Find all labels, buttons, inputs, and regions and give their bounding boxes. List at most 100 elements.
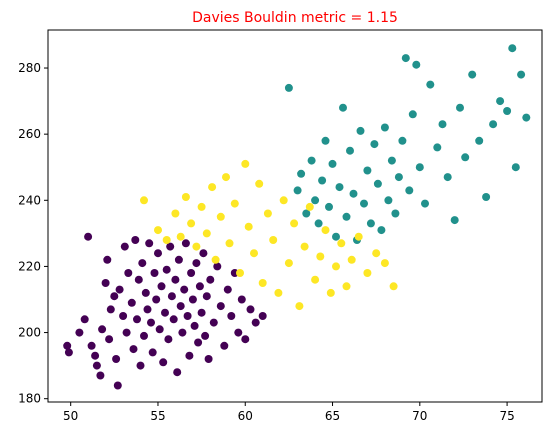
scatter-point [80, 315, 89, 324]
scatter-point [197, 308, 206, 317]
scatter-point [110, 292, 119, 301]
scatter-point [211, 255, 220, 264]
scatter-point [380, 259, 389, 268]
scatter-point [187, 269, 196, 277]
scatter-point [225, 239, 234, 248]
scatter-point [311, 196, 320, 205]
scatter-point [131, 236, 140, 244]
scatter-point [263, 209, 272, 218]
y-tick-label: 280 [18, 61, 41, 75]
scatter-point [127, 298, 136, 307]
scatter-point [372, 249, 381, 258]
scatter-point [373, 179, 382, 188]
scatter-point [305, 202, 314, 211]
scatter-point [284, 259, 293, 268]
scatter-point [347, 255, 356, 264]
scatter-point [461, 153, 470, 162]
scatter-point [284, 83, 293, 92]
scatter-point [115, 285, 124, 294]
scatter-point [192, 242, 201, 251]
scatter-point [380, 123, 389, 132]
scatter-point [335, 183, 344, 192]
scatter-point [366, 219, 375, 228]
scatter-point [517, 70, 526, 79]
scatter-point [421, 199, 429, 208]
scatter-point [162, 265, 171, 274]
scatter-point [332, 232, 340, 241]
scatter-point [401, 54, 410, 63]
scatter-point [176, 302, 185, 311]
scatter-point [456, 103, 464, 112]
scatter-point [154, 249, 162, 258]
scatter-point [443, 173, 452, 182]
scatter-point [356, 126, 365, 135]
scatter-point [199, 249, 208, 258]
scatter-point [475, 136, 484, 145]
scatter-point [269, 236, 278, 244]
scatter-point [384, 196, 393, 205]
scatter-point [370, 140, 379, 149]
scatter-point [157, 282, 166, 291]
scatter-point [202, 229, 211, 238]
scatter-point [503, 107, 512, 115]
scatter-point [489, 120, 498, 129]
y-tick-label: 260 [18, 127, 41, 141]
x-tick-label: 70 [412, 409, 427, 423]
x-tick-label: 55 [150, 409, 165, 423]
scatter-point [75, 328, 84, 337]
points-layer [63, 44, 531, 390]
scatter-point [98, 325, 107, 334]
scatter-point [255, 179, 264, 188]
scatter-point [482, 193, 491, 201]
scatter-point [325, 202, 333, 211]
chart-title: Davies Bouldin metric = 1.15 [192, 10, 398, 26]
scatter-point [377, 226, 386, 235]
scatter-point [293, 186, 302, 195]
scatter-point [274, 288, 283, 297]
scatter-point [64, 348, 73, 357]
scatter-point [204, 355, 213, 363]
scatter-point [230, 199, 239, 208]
scatter-point [216, 212, 225, 221]
scatter-point [164, 335, 173, 344]
scatter-point [185, 351, 194, 360]
scatter-point [321, 226, 330, 235]
scatter-point [387, 156, 396, 165]
scatter-point [511, 163, 520, 172]
scatter-point [183, 312, 192, 320]
scatter-point [155, 325, 164, 334]
scatter-point [106, 305, 115, 314]
scatter-point [113, 381, 122, 390]
scatter-point [258, 279, 267, 287]
scatter-point [112, 355, 121, 363]
scatter-point [190, 321, 199, 330]
y-axis: 180 200 220 240 260 280 [18, 61, 48, 406]
y-tick-label: 240 [18, 193, 41, 207]
scatter-point [124, 269, 133, 277]
scatter-point [147, 318, 155, 327]
scatter-point [227, 312, 236, 320]
scatter-point [450, 216, 459, 225]
scatter-point [167, 292, 176, 301]
scatter-point [349, 189, 358, 198]
scatter-point [173, 368, 182, 377]
scatter-point [363, 269, 372, 277]
scatter-point [405, 186, 414, 195]
scatter-point [394, 173, 403, 182]
scatter-point [426, 80, 435, 89]
scatter-point [133, 315, 141, 324]
scatter-point [171, 275, 180, 284]
scatter-point [522, 113, 531, 122]
scatter-point [166, 242, 175, 251]
scatter-point [169, 315, 178, 324]
scatter-point [314, 219, 323, 228]
scatter-point [251, 318, 260, 327]
scatter-point [250, 249, 258, 258]
scatter-point [171, 209, 180, 218]
scatter-point [339, 103, 347, 112]
plot-frame [47, 29, 543, 403]
scatter-point [332, 262, 340, 271]
x-tick-label: 50 [63, 409, 78, 423]
scatter-point [337, 239, 346, 248]
scatter-point [307, 156, 316, 165]
